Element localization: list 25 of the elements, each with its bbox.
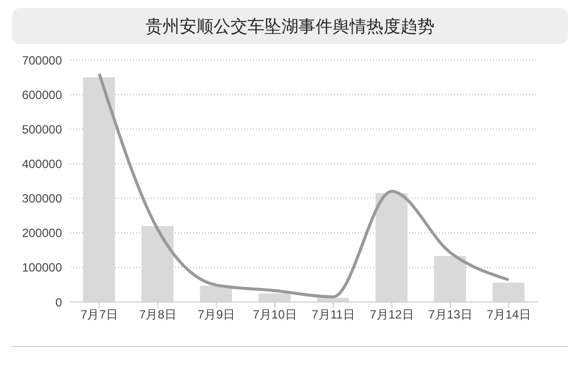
y-tick-label: 100000 bbox=[22, 260, 62, 275]
y-tick-label: 700000 bbox=[22, 53, 62, 68]
line-series bbox=[98, 72, 510, 298]
bar bbox=[258, 293, 290, 302]
x-tick-label: 7月10日 bbox=[252, 308, 297, 322]
bar bbox=[376, 193, 408, 302]
bar bbox=[434, 256, 466, 302]
x-tick-label: 7月8日 bbox=[139, 308, 176, 322]
x-tick-label: 7月9日 bbox=[198, 308, 235, 322]
x-tick-label: 7月11日 bbox=[312, 308, 355, 322]
bar bbox=[200, 286, 232, 302]
y-tick-label: 300000 bbox=[22, 192, 62, 206]
y-tick-label: 600000 bbox=[22, 88, 62, 102]
y-tick-label: 500000 bbox=[22, 122, 62, 136]
x-tick-label: 7月7日 bbox=[80, 308, 118, 322]
y-tick-label: 200000 bbox=[22, 226, 62, 240]
x-tick-label: 7月13日 bbox=[428, 308, 472, 322]
bar bbox=[83, 77, 115, 302]
bar bbox=[142, 226, 174, 302]
chart-title: 贵州安顺公交车坠湖事件舆情热度趋势 bbox=[12, 8, 568, 44]
x-tick-label: 7月12日 bbox=[370, 308, 414, 322]
y-tick-label: 400000 bbox=[22, 156, 62, 171]
bar bbox=[492, 282, 524, 302]
x-tick-label: 7月14日 bbox=[486, 308, 531, 322]
y-tick-label: 0 bbox=[55, 295, 62, 310]
